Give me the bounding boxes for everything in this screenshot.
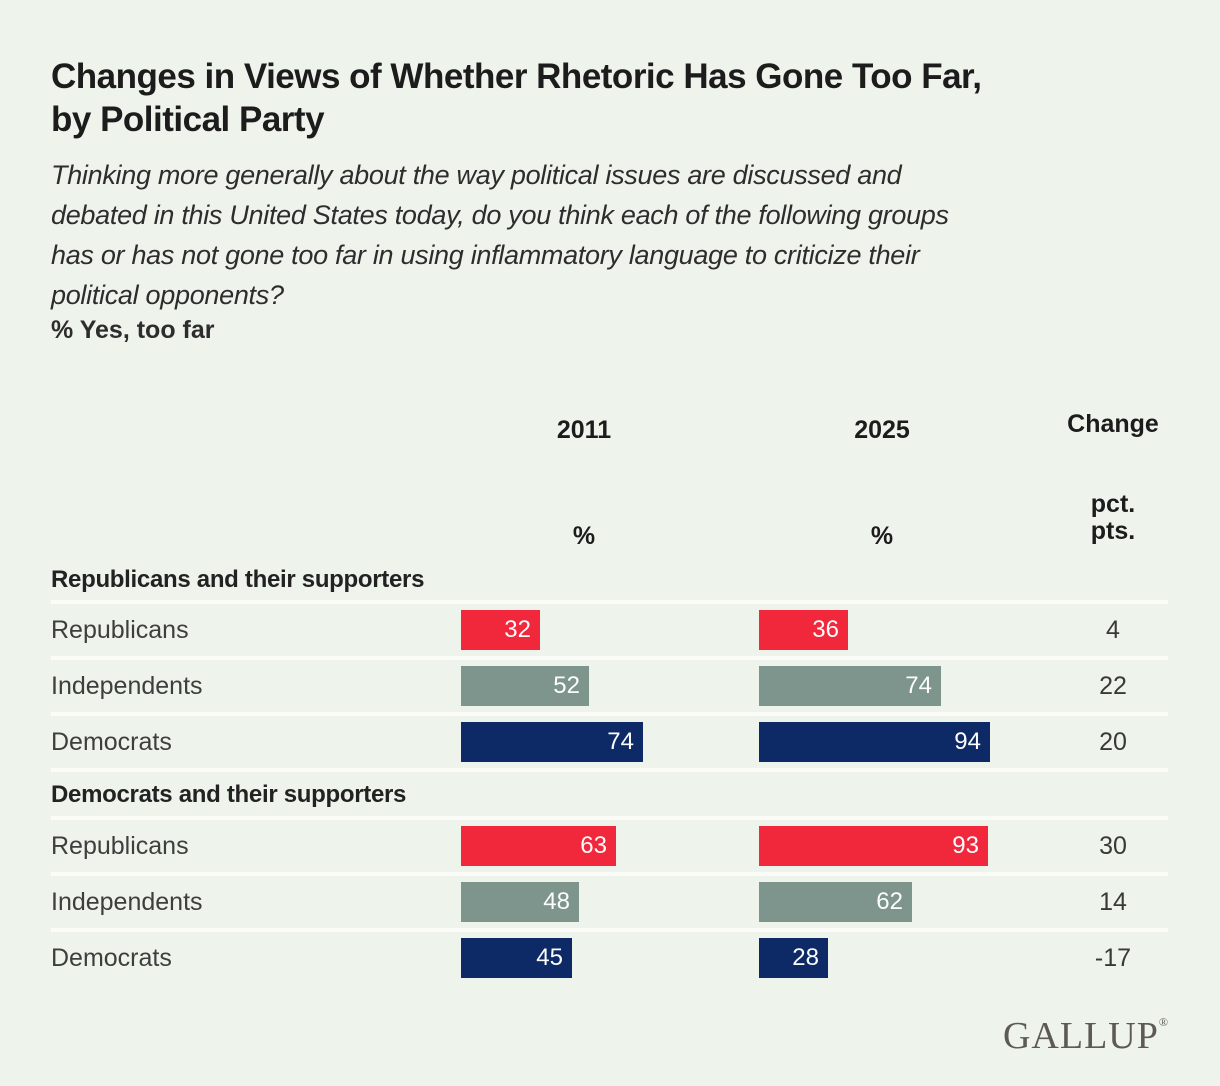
table-row: Independents 48 62 14 — [51, 872, 1168, 928]
bar-cell-2025: 74 — [759, 660, 1058, 712]
row-label: Republicans — [51, 616, 189, 644]
change-value: 30 — [1099, 832, 1127, 860]
table-row: Democrats 74 94 20 — [51, 712, 1168, 768]
table-row: Democrats 45 28 -17 — [51, 928, 1168, 984]
row-label: Democrats — [51, 728, 172, 756]
bar-2011: 48 — [461, 882, 579, 922]
bar-cell-2025: 62 — [759, 876, 1058, 928]
bar-2025: 36 — [759, 610, 848, 650]
row-label: Independents — [51, 672, 203, 700]
gallup-logo-text: GALLUP — [1002, 1015, 1159, 1057]
section-header: Democrats and their supporters — [51, 768, 1168, 816]
column-header-change: Change — [1067, 410, 1159, 438]
row-label: Republicans — [51, 832, 189, 860]
column-headers: 2011 % 2025 % Change pct. pts. — [51, 410, 1168, 550]
column-unit-2025: % — [870, 522, 894, 550]
table-row: Republicans 63 93 30 — [51, 816, 1168, 872]
registered-trademark-icon: ® — [1158, 1015, 1168, 1029]
bar-2025: 28 — [759, 938, 828, 978]
column-header-2025: 2025 — [854, 416, 910, 444]
bar-cell-2025: 28 — [759, 932, 1058, 984]
bar-cell-2025: 36 — [759, 604, 1058, 656]
column-unit-change: pct. pts. — [1090, 490, 1136, 545]
column-unit-2011: % — [572, 522, 596, 550]
column-change: Change pct. pts. — [1058, 410, 1168, 545]
gallup-logo: GALLUP® — [1003, 1015, 1168, 1057]
bar-2025: 62 — [759, 882, 912, 922]
bar-2025: 74 — [759, 666, 941, 706]
bar-cell-2011: 45 — [461, 932, 759, 984]
table-row: Republicans 32 36 4 — [51, 600, 1168, 656]
bar-cell-2025: 93 — [759, 820, 1058, 872]
bar-2011: 52 — [461, 666, 589, 706]
header-spacer — [51, 410, 461, 545]
bar-2011: 45 — [461, 938, 572, 978]
chart-card: Changes in Views of Whether Rhetoric Has… — [51, 57, 1168, 1058]
footer: GALLUP® — [51, 1014, 1168, 1058]
section-header: Republicans and their supporters — [51, 566, 425, 593]
bar-2025: 93 — [759, 826, 988, 866]
survey-question-text: Thinking more generally about the way po… — [51, 160, 949, 310]
bar-cell-2011: 63 — [461, 820, 759, 872]
change-value: 20 — [1099, 728, 1127, 756]
page-title: Changes in Views of Whether Rhetoric Has… — [51, 57, 982, 139]
change-value: -17 — [1094, 944, 1132, 972]
bar-cell-2011: 52 — [461, 660, 759, 712]
bar-cell-2011: 74 — [461, 716, 759, 768]
column-2011: 2011 % — [461, 410, 759, 550]
column-2025: 2025 % — [759, 410, 1058, 550]
measure-label: % Yes, too far — [51, 316, 215, 344]
bar-cell-2011: 48 — [461, 876, 759, 928]
bar-cell-2025: 94 — [759, 716, 1058, 768]
bar-2011: 63 — [461, 826, 616, 866]
change-value: 14 — [1099, 888, 1127, 916]
bar-2025: 94 — [759, 722, 990, 762]
data-table: 2011 % 2025 % Change pct. pts. Republica… — [51, 410, 1168, 984]
bar-2011: 32 — [461, 610, 540, 650]
change-value: 22 — [1099, 672, 1127, 700]
change-value: 4 — [1106, 616, 1120, 644]
table-row: Independents 52 74 22 — [51, 656, 1168, 712]
column-header-2011: 2011 — [556, 416, 612, 444]
bar-cell-2011: 32 — [461, 604, 759, 656]
row-label: Democrats — [51, 944, 172, 972]
bar-2011: 74 — [461, 722, 643, 762]
table-body: Republicans and their supporters Republic… — [51, 566, 1168, 984]
row-label: Independents — [51, 888, 203, 916]
